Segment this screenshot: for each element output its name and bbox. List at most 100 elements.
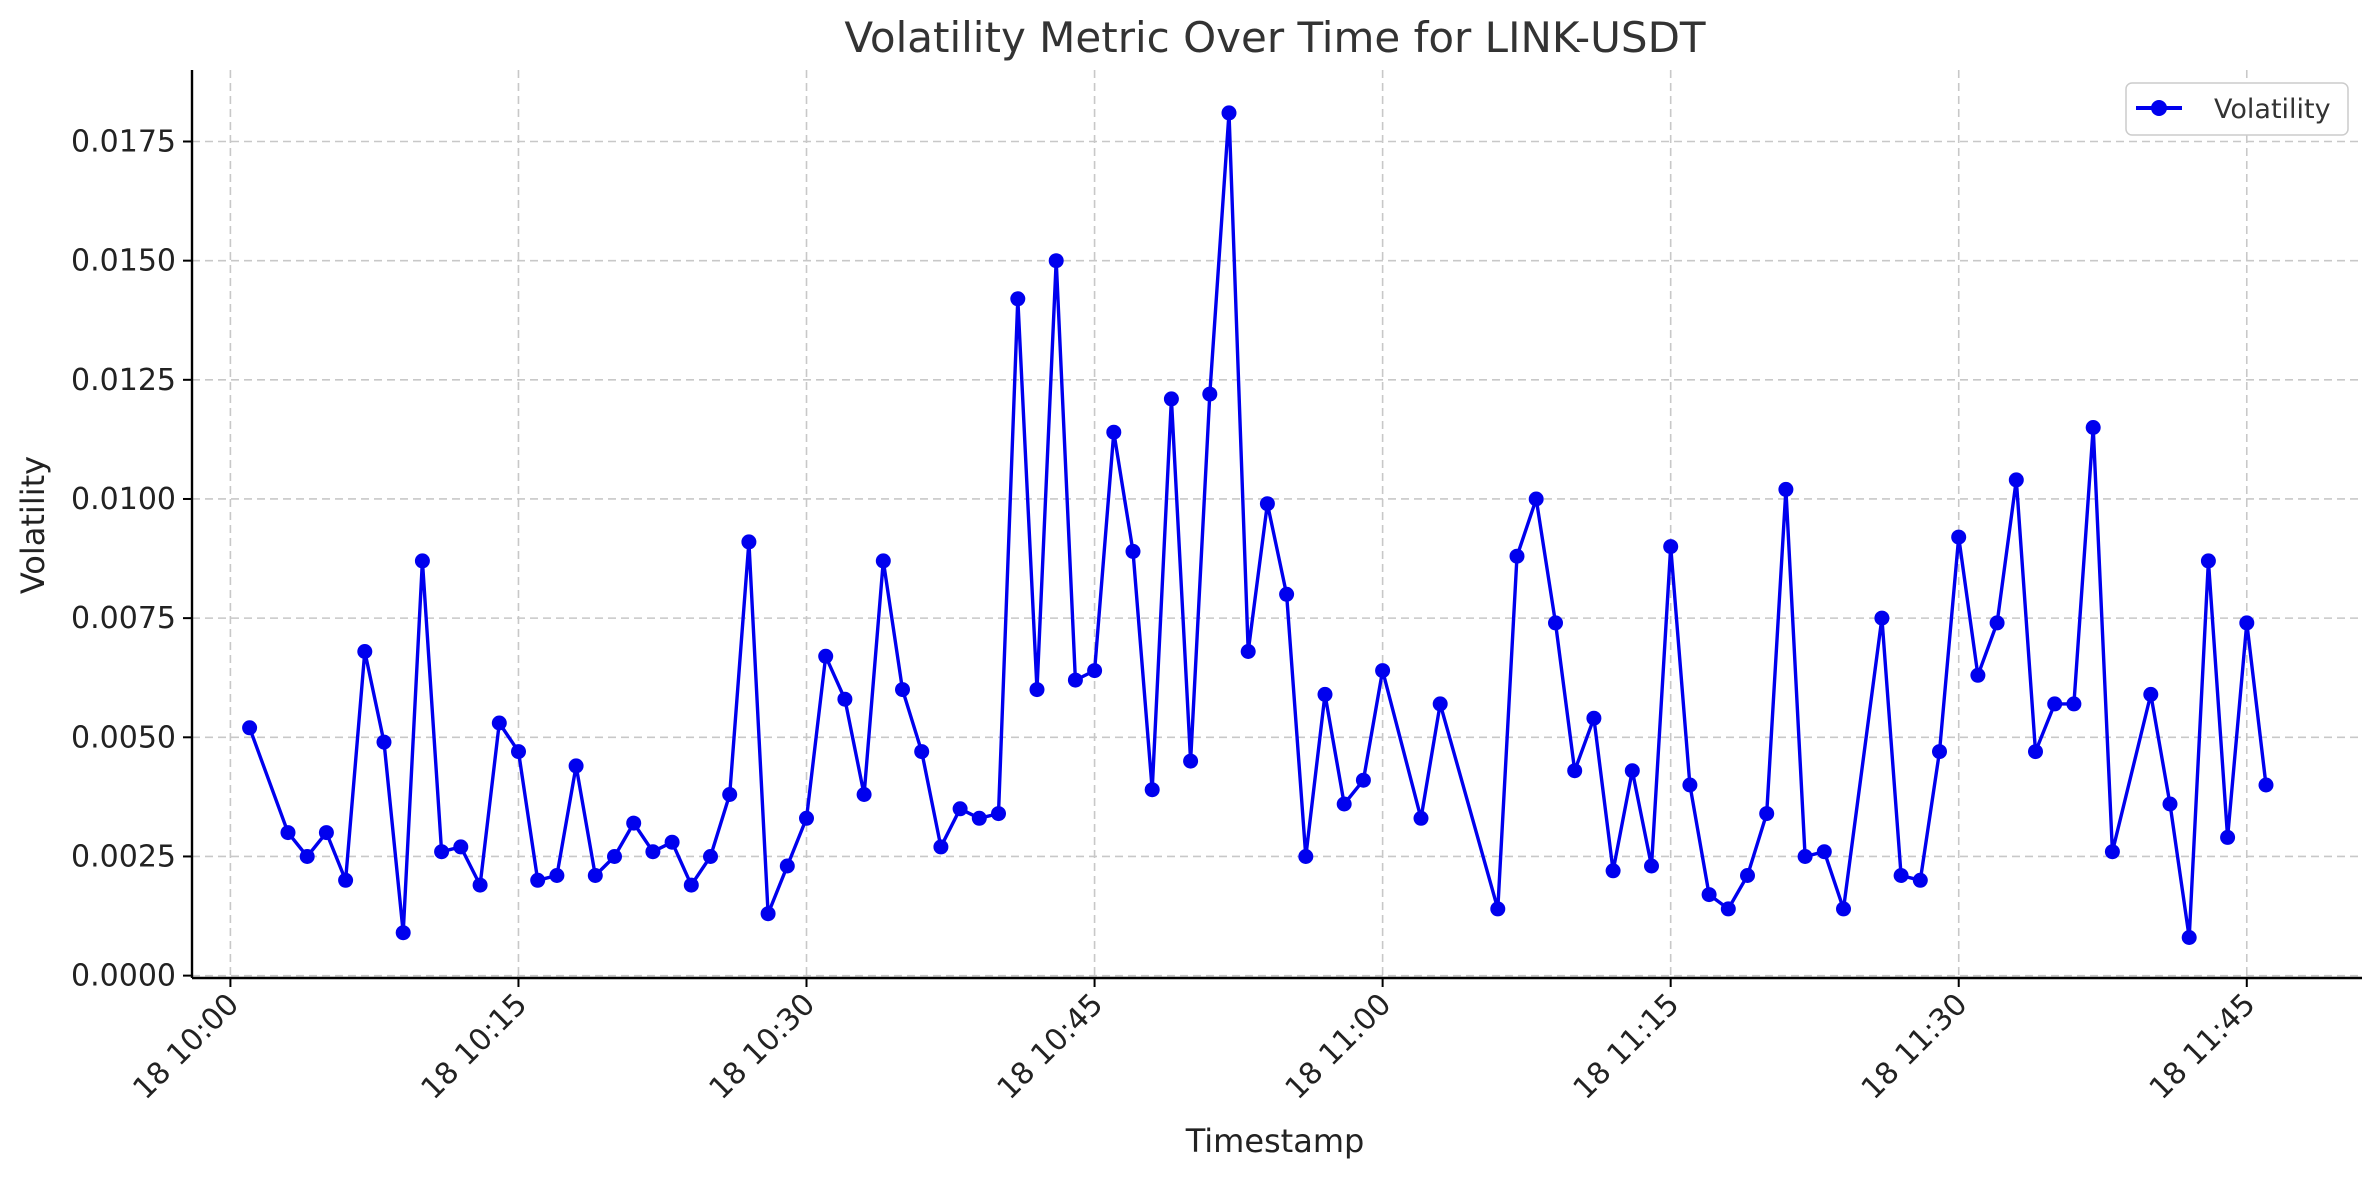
data-point [1624, 763, 1640, 779]
data-point [2181, 930, 2197, 945]
data-point [2200, 553, 2216, 569]
data-point [376, 734, 392, 750]
x-axis-label: Timestamp [1185, 1122, 1365, 1160]
data-point [1932, 744, 1947, 760]
series-layer [242, 105, 2274, 945]
data-point [1528, 491, 1544, 507]
y-tick-label: 0.0175 [71, 124, 176, 159]
data-point [1567, 763, 1583, 779]
data-point [453, 839, 469, 855]
x-tick-label: 18 10:15 [414, 987, 534, 1107]
data-point [2008, 472, 2024, 488]
data-point [1432, 696, 1448, 712]
data-point [645, 844, 661, 860]
data-point [933, 839, 949, 855]
data-point [1836, 901, 1851, 917]
data-point [2047, 696, 2063, 712]
data-point [1951, 529, 1967, 545]
data-point [318, 825, 334, 841]
data-point [1010, 291, 1026, 307]
data-point [779, 858, 795, 874]
data-point [683, 877, 699, 893]
legend-box [2125, 82, 2349, 136]
data-point [1067, 672, 1083, 688]
data-point [626, 815, 642, 831]
grid-lines [192, 70, 2362, 978]
data-point [895, 682, 910, 698]
data-point [1720, 901, 1736, 917]
data-point [952, 801, 968, 817]
chart-title: Volatility Metric Over Time for LINK-USD… [844, 13, 1705, 62]
data-point [491, 715, 507, 731]
data-point [338, 872, 354, 888]
data-point [664, 834, 680, 850]
legend-marker-swatch [2151, 100, 2167, 116]
data-point [1029, 682, 1045, 698]
data-point [1221, 105, 1237, 121]
data-point [1893, 868, 1909, 883]
data-point [1279, 586, 1295, 602]
data-point [1605, 863, 1621, 879]
data-point [2104, 844, 2120, 860]
data-point [1317, 686, 1333, 702]
data-point [1106, 424, 1122, 440]
data-point [1490, 901, 1506, 917]
data-point [1125, 543, 1141, 559]
y-tick-label: 0.0075 [71, 601, 176, 636]
y-tick-label: 0.0100 [71, 482, 176, 517]
data-point [1663, 539, 1679, 555]
data-point [722, 787, 738, 802]
data-point [856, 787, 872, 802]
data-point [472, 877, 488, 893]
data-point [357, 644, 373, 659]
data-point [799, 810, 814, 826]
data-point [2239, 615, 2255, 631]
legend-entry-volatility: Volatility [2214, 94, 2331, 125]
data-point [1989, 615, 2005, 631]
data-point [760, 906, 776, 922]
data-point [607, 849, 622, 864]
data-point [914, 744, 930, 760]
data-point [1509, 548, 1525, 564]
data-point [242, 720, 258, 736]
x-tick-label: 18 10:45 [991, 987, 1111, 1107]
data-point [837, 691, 853, 707]
data-point [818, 648, 834, 664]
data-point [2028, 744, 2043, 760]
x-tick-label: 18 11:00 [1279, 987, 1399, 1107]
data-point [2085, 420, 2101, 435]
data-point [1202, 386, 1218, 402]
x-tick-label: 18 11:15 [1567, 987, 1687, 1107]
axis-ticks: 0.0000 0.0025 0.0050 0.0075 0.0100 0.0125 0.01… [71, 124, 2262, 1106]
data-point [2258, 777, 2274, 793]
data-point [587, 868, 603, 883]
data-point [549, 868, 565, 883]
data-point [1259, 496, 1275, 512]
data-point [1740, 868, 1755, 883]
data-point [1413, 810, 1429, 826]
data-point [1240, 644, 1256, 659]
data-point [991, 806, 1006, 822]
series-line-volatility [248, 111, 2268, 940]
y-tick-label: 0.0150 [71, 244, 176, 279]
data-point [280, 825, 296, 841]
data-point [1144, 782, 1160, 798]
legend: Volatility [2125, 82, 2349, 136]
data-point [1048, 253, 1064, 269]
y-tick-label: 0.0025 [71, 839, 176, 874]
data-point [434, 844, 450, 860]
data-point [2162, 796, 2178, 812]
data-point [414, 553, 430, 569]
data-point [2143, 686, 2159, 702]
data-point [1874, 610, 1890, 626]
y-tick-label: 0.0000 [71, 959, 176, 994]
data-point [2220, 829, 2236, 845]
data-point [1298, 849, 1314, 864]
data-point [971, 810, 987, 826]
data-point [741, 534, 757, 550]
data-point [1912, 872, 1928, 888]
data-point [1087, 663, 1103, 679]
x-tick-label: 18 11:30 [1855, 987, 1975, 1107]
x-tick-label: 18 11:45 [2143, 987, 2263, 1107]
data-point [299, 849, 315, 864]
